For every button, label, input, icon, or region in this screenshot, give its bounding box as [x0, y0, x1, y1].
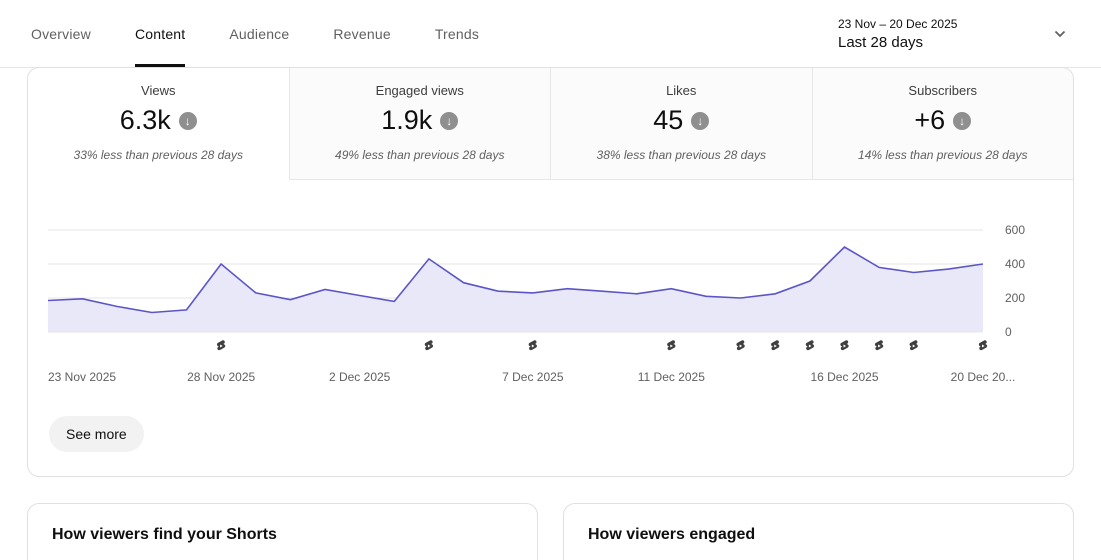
tab-revenue[interactable]: Revenue — [333, 25, 391, 42]
x-axis-label: 23 Nov 2025 — [48, 370, 117, 384]
shorts-icon[interactable] — [874, 340, 884, 351]
chart-x-axis: 23 Nov 2025 28 Nov 2025 2 Dec 2025 7 Dec 20… — [48, 362, 1015, 388]
see-more-button[interactable]: See more — [49, 416, 144, 452]
shorts-icon[interactable] — [424, 340, 434, 351]
y-axis-label: 200 — [1005, 291, 1025, 305]
shorts-icon[interactable] — [805, 340, 815, 351]
views-chart-section: 600 400 200 0 23 Nov 2025 28 Nov 2025 2 Dec 2… — [28, 180, 1073, 388]
report-cards-row: How viewers find your Shorts How viewers… — [27, 503, 1074, 560]
views-line — [48, 245, 984, 314]
x-axis-label: 7 Dec 2025 — [502, 370, 564, 384]
trend-down-icon — [691, 111, 710, 130]
trend-down-icon — [178, 111, 197, 130]
shorts-icon[interactable] — [736, 340, 745, 351]
metric-subscribers[interactable]: Subscribers +6 14% less than previous 28… — [811, 68, 1073, 180]
tab-overview[interactable]: Overview — [31, 25, 91, 42]
views-chart[interactable]: 600 400 200 0 — [48, 210, 1038, 362]
metric-label: Engaged views — [375, 83, 464, 98]
card-title: How viewers engaged — [588, 526, 756, 543]
trend-down-icon — [953, 111, 972, 130]
x-axis-label: 28 Nov 2025 — [187, 370, 256, 384]
metric-subtitle: 49% less than previous 28 days — [335, 148, 505, 162]
metric-likes[interactable]: Likes 45 38% less than previous 28 days — [550, 68, 812, 180]
tab-trends[interactable]: Trends — [434, 25, 480, 42]
shorts-icon[interactable] — [978, 340, 988, 351]
shorts-icon[interactable] — [771, 340, 780, 351]
trend-down-icon — [440, 111, 459, 130]
tab-audience[interactable]: Audience — [229, 25, 290, 42]
metric-tabs: Views 6.3k 33% less than previous 28 day… — [28, 68, 1073, 180]
card-how-viewers-find-shorts: How viewers find your Shorts — [27, 503, 538, 560]
metric-subtitle: 33% less than previous 28 days — [73, 148, 243, 162]
x-axis-label: 20 Dec 20... — [950, 370, 1016, 384]
metric-label: Views — [141, 83, 176, 98]
analytics-card: Views 6.3k 33% less than previous 28 day… — [27, 67, 1074, 477]
metric-views[interactable]: Views 6.3k 33% less than previous 28 day… — [28, 68, 289, 180]
y-axis-label: 600 — [1005, 223, 1025, 237]
chevron-down-icon — [1054, 30, 1066, 37]
x-axis-label: 2 Dec 2025 — [328, 370, 391, 384]
x-axis-label: 11 Dec 2025 — [637, 370, 705, 384]
shorts-icon[interactable] — [909, 340, 918, 351]
date-preset-value: Last 28 days — [838, 33, 924, 51]
date-range-value: 23 Nov – 20 Dec 2025 — [838, 16, 958, 31]
analytics-tabs: Overview Content Audience Revenue Trends — [31, 0, 479, 67]
y-axis-label: 400 — [1005, 257, 1025, 271]
metric-label: Likes — [666, 83, 697, 98]
x-axis-label: 16 Dec 2025 — [810, 370, 879, 384]
views-area-fill — [48, 247, 983, 332]
metric-label: Subscribers — [908, 83, 978, 98]
card-how-viewers-engaged: How viewers engaged — [563, 503, 1074, 560]
metric-value: +6 — [914, 105, 946, 135]
metric-subtitle: 14% less than previous 28 days — [858, 148, 1028, 162]
shorts-icon[interactable] — [667, 340, 676, 351]
date-range-text: 23 Nov – 20 Dec 2025 Last 28 days — [838, 17, 957, 51]
top-navigation: Overview Content Audience Revenue Trends… — [0, 0, 1101, 68]
shorts-icon[interactable] — [528, 340, 537, 351]
metric-value: 6.3k — [119, 105, 171, 135]
metric-value: 45 — [653, 105, 684, 135]
card-title: How viewers find your Shorts — [52, 526, 277, 543]
metric-value: 1.9k — [381, 105, 433, 135]
metric-subtitle: 38% less than previous 28 days — [596, 148, 766, 162]
metric-engaged-views[interactable]: Engaged views 1.9k 49% less than previou… — [288, 68, 550, 180]
tab-content[interactable]: Content — [134, 0, 186, 67]
shorts-icon[interactable] — [840, 340, 849, 351]
date-range-selector[interactable]: 23 Nov – 20 Dec 2025 Last 28 days — [838, 0, 1070, 67]
shorts-icon[interactable] — [216, 340, 226, 351]
y-axis-label: 0 — [1005, 325, 1012, 339]
